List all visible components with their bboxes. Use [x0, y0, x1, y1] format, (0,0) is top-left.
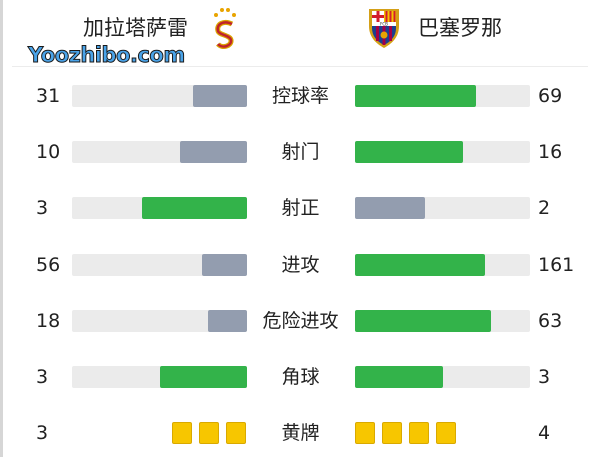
home-stat-value: 10 [36, 141, 61, 163]
away-stat-bar [355, 85, 530, 107]
stat-row: 3 角球 3 [0, 362, 600, 392]
yellow-card-icon [199, 422, 219, 444]
galatasaray-logo-icon [214, 8, 236, 50]
stat-row: 3 射正 2 [0, 193, 600, 223]
header-divider [12, 66, 588, 67]
away-stat-bar [355, 254, 530, 276]
away-stat-bar-fill [355, 141, 463, 163]
yellow-card-icon [355, 422, 375, 444]
stat-label: 控球率 [271, 85, 329, 107]
home-stat-value: 31 [36, 85, 61, 107]
yellow-card-icon [382, 422, 402, 444]
yellow-card-icon [436, 422, 456, 444]
stat-label: 射门 [281, 141, 320, 163]
stat-label: 进攻 [281, 254, 320, 276]
stat-label: 危险进攻 [262, 310, 339, 332]
away-stat-bar [355, 366, 530, 388]
home-stat-bar-fill [159, 366, 247, 388]
home-stat-bar-fill [192, 85, 247, 107]
away-stat-bar [355, 141, 530, 163]
away-stat-bar-fill [355, 310, 492, 332]
yellow-card-icon [226, 422, 246, 444]
stat-label: 角球 [281, 366, 320, 388]
away-stat-value: 2 [538, 197, 551, 219]
away-team-name: 巴塞罗那 [418, 16, 502, 40]
home-stat-value: 3 [36, 366, 49, 388]
home-stat-bar-fill [201, 254, 247, 276]
away-stat-value: 63 [538, 310, 563, 332]
home-stat-bar [72, 85, 247, 107]
yellow-card-icon [172, 422, 192, 444]
away-yellow-cards [355, 422, 456, 444]
home-stat-value: 18 [36, 310, 61, 332]
yellow-card-icon [409, 422, 429, 444]
away-stat-bar-fill [355, 254, 485, 276]
home-stat-bar-fill [142, 197, 247, 219]
stat-row: 56 进攻 161 [0, 250, 600, 280]
home-stat-bar [72, 254, 247, 276]
home-stat-value: 56 [36, 254, 61, 276]
left-border [0, 0, 3, 457]
stat-label: 射正 [281, 197, 320, 219]
home-stat-bar-fill [208, 310, 247, 332]
away-stat-value: 161 [538, 254, 575, 276]
home-stat-bar-fill [179, 141, 247, 163]
away-yellow-cards-value: 4 [538, 422, 551, 444]
barcelona-logo-text: FCB [380, 22, 388, 27]
watermark: Yoozhibo.com [28, 43, 186, 67]
away-stat-bar [355, 197, 530, 219]
home-stat-value: 3 [36, 197, 49, 219]
away-stat-bar [355, 310, 530, 332]
away-stat-bar-fill [355, 197, 425, 219]
home-stat-bar [72, 197, 247, 219]
home-stat-bar [72, 366, 247, 388]
stat-row-yellow-cards: 3 黄牌 4 [0, 418, 600, 448]
away-stat-bar-fill [355, 366, 443, 388]
yellow-cards-label: 黄牌 [281, 422, 320, 444]
stat-row: 18 危险进攻 63 [0, 306, 600, 336]
barcelona-logo-icon: FCB [369, 9, 399, 48]
home-yellow-cards [172, 422, 246, 444]
home-yellow-cards-value: 3 [36, 422, 49, 444]
stat-row: 10 射门 16 [0, 137, 600, 167]
home-stat-bar [72, 141, 247, 163]
home-team-name: 加拉塔萨雷 [83, 16, 188, 40]
away-stat-value: 3 [538, 366, 551, 388]
home-stat-bar [72, 310, 247, 332]
away-stat-value: 69 [538, 85, 563, 107]
away-stat-value: 16 [538, 141, 563, 163]
away-stat-bar-fill [355, 85, 476, 107]
stat-row: 31 控球率 69 [0, 81, 600, 111]
